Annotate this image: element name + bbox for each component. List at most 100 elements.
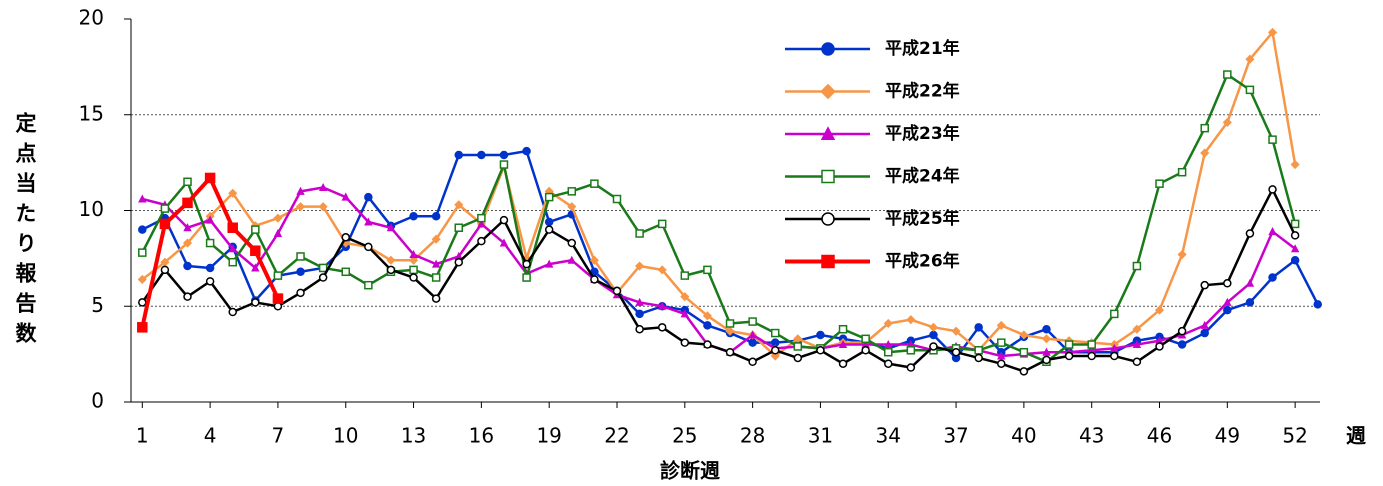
marker — [477, 213, 486, 223]
marker — [1267, 27, 1278, 37]
marker — [251, 263, 260, 272]
marker — [228, 257, 237, 267]
marker — [1245, 298, 1255, 307]
marker — [884, 347, 893, 357]
marker — [974, 353, 983, 363]
legend-label: 平成21年 — [885, 38, 960, 59]
marker — [725, 319, 735, 328]
marker — [703, 265, 712, 275]
marker — [1222, 117, 1232, 127]
marker — [612, 286, 622, 296]
marker — [793, 342, 803, 351]
marker — [951, 347, 961, 357]
marker — [341, 192, 350, 201]
marker — [1290, 219, 1300, 229]
marker — [1087, 351, 1096, 361]
marker — [137, 274, 147, 284]
marker — [138, 248, 147, 257]
marker — [183, 261, 192, 271]
marker — [431, 259, 441, 268]
marker — [183, 223, 192, 232]
marker — [635, 297, 644, 306]
marker — [838, 324, 848, 334]
marker — [635, 324, 644, 334]
marker — [590, 275, 599, 284]
marker — [296, 267, 305, 277]
x-tick-label: 46 — [1147, 424, 1172, 448]
marker — [386, 223, 396, 232]
marker — [409, 273, 418, 282]
marker — [680, 309, 690, 318]
marker — [1223, 279, 1232, 288]
marker — [364, 280, 373, 290]
marker — [1064, 351, 1074, 361]
marker — [1087, 345, 1096, 354]
x-tick-label: 37 — [943, 424, 968, 448]
marker — [951, 326, 961, 336]
marker — [1110, 309, 1119, 319]
marker — [250, 245, 261, 256]
marker — [183, 292, 192, 301]
marker — [816, 346, 825, 355]
legend-marker — [820, 126, 836, 140]
marker — [431, 294, 441, 303]
marker — [431, 211, 441, 221]
marker — [770, 328, 780, 338]
marker — [454, 150, 464, 160]
marker — [906, 363, 916, 372]
marker — [906, 340, 916, 349]
marker — [138, 225, 147, 234]
marker — [205, 215, 215, 224]
marker — [1290, 231, 1300, 240]
x-tick-label: 31 — [808, 424, 833, 448]
marker — [499, 215, 509, 225]
marker — [318, 202, 328, 212]
x-tick-label: 1 — [136, 424, 149, 448]
y-tick-label: 20 — [79, 6, 104, 30]
marker — [1155, 342, 1164, 351]
marker — [1132, 261, 1142, 271]
marker — [883, 318, 893, 329]
marker — [1177, 340, 1187, 349]
marker — [138, 194, 147, 203]
marker — [1200, 280, 1209, 290]
marker — [1268, 135, 1277, 144]
marker — [1223, 305, 1232, 315]
marker — [318, 263, 328, 273]
marker — [1132, 357, 1142, 367]
series-line — [141, 31, 1297, 358]
marker — [861, 334, 870, 344]
marker — [409, 211, 418, 221]
marker — [702, 311, 712, 321]
marker — [635, 309, 644, 319]
marker — [861, 340, 870, 349]
marker — [137, 322, 148, 333]
marker — [997, 359, 1006, 368]
marker — [657, 265, 667, 275]
marker — [499, 150, 509, 160]
marker — [1041, 334, 1052, 344]
marker — [296, 252, 305, 261]
marker — [997, 338, 1006, 347]
marker — [251, 225, 260, 234]
marker — [567, 255, 576, 264]
marker — [703, 321, 712, 330]
marker — [454, 257, 464, 267]
marker — [364, 217, 373, 226]
marker — [906, 346, 916, 355]
legend-marker — [821, 254, 835, 269]
y-tick-label: 10 — [79, 197, 104, 221]
marker — [227, 222, 238, 233]
marker — [544, 259, 554, 268]
marker — [477, 150, 486, 160]
marker — [1064, 340, 1074, 349]
marker — [544, 217, 554, 227]
marker — [929, 330, 938, 340]
x-tick-label: 13 — [401, 424, 426, 448]
marker — [974, 346, 983, 355]
y-tick-label: 5 — [91, 293, 104, 317]
marker — [182, 197, 193, 209]
marker — [1177, 167, 1187, 177]
marker — [657, 323, 667, 332]
